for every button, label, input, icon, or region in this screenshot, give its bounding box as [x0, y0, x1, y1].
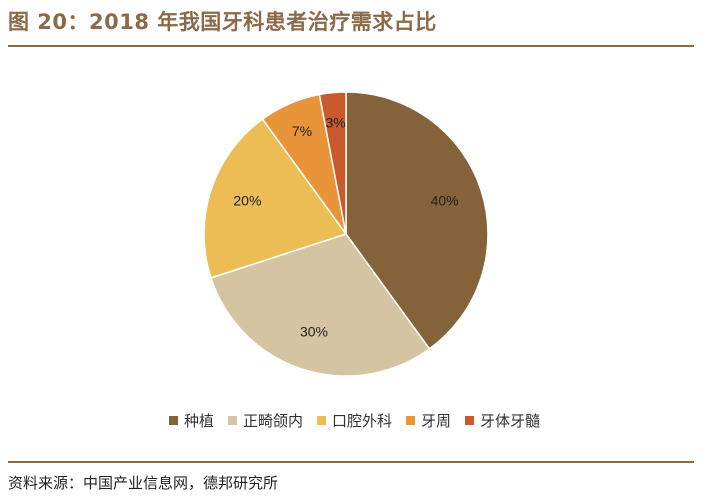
slice-label-4: 7%: [292, 123, 312, 139]
pie-slice-5: [318, 91, 347, 235]
title-divider: [8, 45, 694, 47]
legend-label: 种植: [183, 412, 214, 430]
legend-label: 牙体牙髓: [480, 412, 541, 430]
legend-item-5: 牙体牙髓: [465, 410, 540, 431]
legend-swatch: [406, 416, 415, 425]
slice-label-5: 3%: [325, 114, 345, 130]
legend-item-4: 牙周: [406, 410, 451, 431]
legend-swatch: [168, 416, 178, 425]
chart-title: 图 20：2018 年我国牙科患者治疗需求占比: [8, 10, 437, 34]
source-divider: [8, 461, 694, 463]
legend: 种植 正畸颌内 口腔外科 牙周 牙体牙髓: [0, 410, 709, 431]
pie-slice-3: [203, 118, 348, 279]
legend-item-3: 口腔外科: [316, 410, 392, 431]
legend-label: 牙周: [421, 412, 452, 430]
legend-label: 口腔外科: [331, 412, 392, 430]
pie-slice-1: [345, 91, 489, 350]
legend-swatch: [465, 416, 475, 425]
slice-label-2: 30%: [300, 323, 328, 339]
slice-label-3: 20%: [233, 193, 261, 209]
slice-label-1: 40%: [431, 193, 459, 209]
pie-slice-2: [210, 233, 431, 377]
legend-item-2: 正畸颌内: [227, 410, 303, 431]
source-note: 资料来源：中国产业信息网，德邦研究所: [8, 474, 279, 492]
legend-swatch: [316, 416, 326, 425]
legend-item-1: 种植: [168, 410, 214, 431]
legend-label: 正畸颌内: [242, 412, 303, 430]
legend-swatch: [227, 416, 237, 425]
